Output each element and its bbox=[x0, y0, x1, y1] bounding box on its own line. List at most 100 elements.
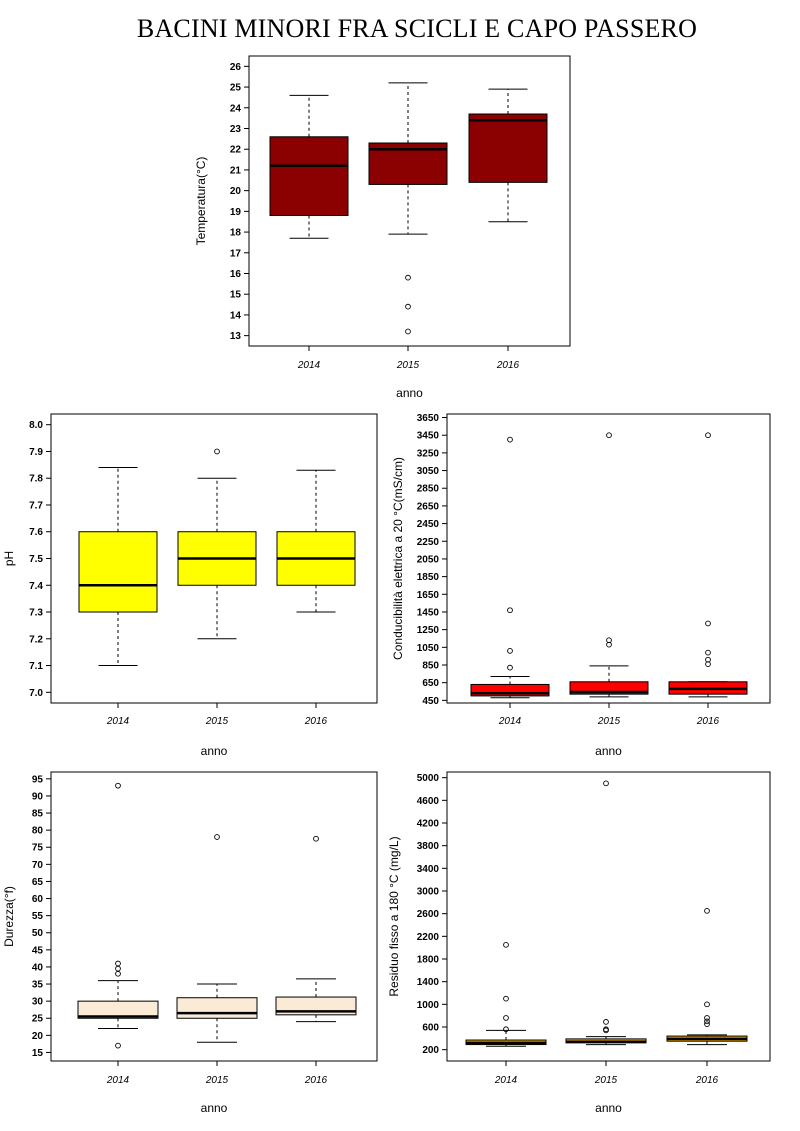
y-tick-label: 85 bbox=[32, 809, 44, 820]
y-tick-label: 20 bbox=[230, 186, 242, 197]
iqr-box bbox=[78, 531, 158, 613]
outlier-point bbox=[405, 303, 411, 310]
outlier-point bbox=[704, 1018, 710, 1025]
y-tick-label: 20 bbox=[32, 1031, 44, 1042]
y-tick-label: 1650 bbox=[417, 590, 440, 601]
y-tick-label: 1050 bbox=[417, 643, 440, 654]
y-tick-label: 30 bbox=[32, 997, 44, 1008]
outlier-point bbox=[115, 782, 121, 789]
x-axis-title: anno bbox=[396, 386, 423, 400]
outlier-point bbox=[705, 649, 711, 656]
box-2014 bbox=[465, 941, 547, 1047]
outlier-point bbox=[705, 656, 711, 663]
outlier-point bbox=[603, 1019, 609, 1025]
outlier-point bbox=[507, 648, 513, 654]
y-tick-label: 7.4 bbox=[29, 581, 43, 592]
y-tick-label: 70 bbox=[32, 860, 44, 871]
outlier-point bbox=[704, 1001, 710, 1008]
y-axis-title: Durezza(°f) bbox=[2, 886, 16, 947]
y-axis-title: Residuo fisso a 180 °C (mg/L) bbox=[387, 836, 401, 996]
outlier-point bbox=[503, 995, 509, 1002]
y-tick-label: 5000 bbox=[417, 773, 440, 784]
temp-panel: 13 14 15 16 17 18 19 20 21 22 23 24 25 26 2014 2015 2016… bbox=[194, 55, 571, 400]
outlier-point bbox=[606, 432, 612, 439]
outlier-point bbox=[704, 1021, 710, 1028]
box-2014 bbox=[470, 436, 550, 699]
y-tick-label: 60 bbox=[32, 894, 44, 905]
box-2015 bbox=[177, 448, 257, 640]
y-tick-label: 3050 bbox=[417, 466, 440, 477]
y-tick-label: 7.8 bbox=[29, 474, 43, 485]
box-2015 bbox=[368, 82, 448, 335]
y-tick-label: 25 bbox=[230, 83, 242, 94]
y-tick-label: 95 bbox=[32, 774, 44, 785]
outlier-point bbox=[507, 436, 513, 443]
y-tick-label: 3250 bbox=[417, 448, 440, 459]
plot-frame bbox=[446, 771, 771, 1062]
y-tick-label: 2600 bbox=[417, 909, 440, 920]
page-title: BACINI MINORI FRA SCICLI E CAPO PASSERO bbox=[136, 14, 698, 43]
y-tick-label: 50 bbox=[32, 928, 44, 939]
y-tick-label: 80 bbox=[32, 826, 44, 837]
x-tick-label: 2014 bbox=[297, 360, 321, 371]
x-tick-label: 2016 bbox=[496, 360, 520, 371]
x-tick-label: 2015 bbox=[205, 1075, 229, 1086]
y-tick-label: 7.3 bbox=[29, 608, 43, 619]
box-2016 bbox=[468, 88, 548, 223]
x-tick-label: 2014 bbox=[498, 716, 522, 727]
iqr-box bbox=[269, 136, 349, 217]
y-tick-label: 8.0 bbox=[29, 420, 43, 431]
plot-frame bbox=[50, 771, 378, 1062]
y-tick-label: 7.7 bbox=[29, 500, 43, 511]
y-tick-label: 23 bbox=[230, 124, 242, 135]
outlier-point bbox=[214, 448, 220, 455]
y-tick-label: 4200 bbox=[417, 819, 440, 830]
residuo-panel: 200 600 1000 1400 1800 2200 2600 3000 3400 3800 42… bbox=[387, 771, 771, 1115]
durezza-panel: 15 20 25 30 35 40 45 50 55 60 65 70 75 80 85 90 95 2014 20… bbox=[2, 771, 378, 1115]
y-tick-label: 850 bbox=[422, 660, 439, 671]
box-2016 bbox=[275, 835, 357, 1023]
y-tick-label: 2650 bbox=[417, 501, 440, 512]
y-tick-label: 45 bbox=[32, 945, 44, 956]
outlier-point bbox=[115, 965, 121, 972]
y-tick-label: 21 bbox=[230, 165, 242, 176]
y-tick-label: 7.0 bbox=[29, 688, 43, 699]
outlier-point bbox=[214, 834, 220, 840]
x-tick-label: 2014 bbox=[494, 1075, 518, 1086]
x-axis-title: anno bbox=[595, 744, 622, 758]
outlier-point bbox=[115, 960, 121, 967]
y-tick-label: 1450 bbox=[417, 607, 440, 618]
y-tick-label: 1250 bbox=[417, 625, 440, 636]
y-tick-label: 2850 bbox=[417, 484, 440, 495]
y-tick-label: 26 bbox=[230, 62, 242, 73]
y-tick-label: 13 bbox=[230, 331, 242, 342]
y-tick-label: 600 bbox=[422, 1023, 439, 1034]
y-tick-label: 35 bbox=[32, 980, 44, 991]
x-tick-label: 2016 bbox=[696, 716, 720, 727]
y-tick-label: 15 bbox=[32, 1048, 44, 1059]
x-tick-label: 2016 bbox=[695, 1075, 719, 1086]
y-tick-label: 15 bbox=[230, 290, 242, 301]
box-2015 bbox=[176, 834, 258, 1043]
y-tick-label: 2050 bbox=[417, 554, 440, 565]
outlier-point bbox=[313, 835, 319, 842]
y-tick-label: 65 bbox=[32, 877, 44, 888]
x-tick-label: 2015 bbox=[597, 716, 621, 727]
y-tick-label: 25 bbox=[32, 1014, 44, 1025]
iqr-box bbox=[176, 997, 258, 1019]
y-tick-label: 75 bbox=[32, 843, 44, 854]
y-tick-label: 650 bbox=[422, 678, 439, 689]
x-tick-label: 2015 bbox=[594, 1075, 618, 1086]
x-tick-label: 2015 bbox=[205, 716, 229, 727]
plot-frame bbox=[446, 413, 771, 704]
ph-panel: 7.0 7.1 7.2 7.3 7.4 7.5 7.6 7.7 7.8 7.9 8.0 2014 201… bbox=[2, 413, 378, 758]
y-axis-title: pH bbox=[2, 551, 16, 566]
y-tick-label: 24 bbox=[230, 103, 242, 114]
x-tick-label: 2015 bbox=[396, 360, 420, 371]
outlier-point bbox=[405, 274, 411, 281]
outlier-point bbox=[405, 328, 411, 335]
y-tick-label: 7.5 bbox=[29, 554, 43, 565]
box-2015 bbox=[569, 432, 649, 698]
y-tick-label: 3650 bbox=[417, 413, 440, 424]
iqr-box bbox=[470, 683, 550, 697]
